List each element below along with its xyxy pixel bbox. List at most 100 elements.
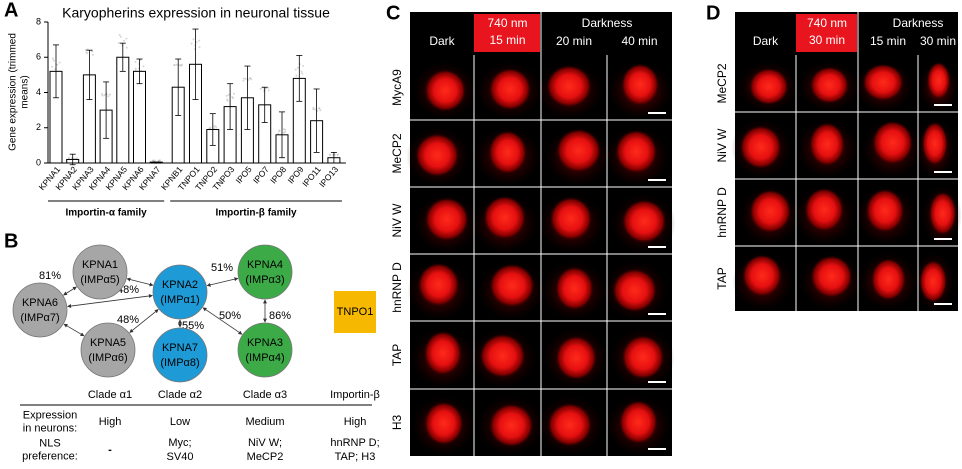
cell-image	[555, 266, 594, 310]
group-label: Importin-β family	[215, 208, 297, 219]
sample-dot	[86, 52, 89, 55]
row-label: MeCP2	[715, 63, 729, 103]
panel-label: A	[4, 0, 18, 21]
column-header: 40 min	[621, 34, 657, 48]
cell-image	[929, 191, 957, 235]
x-tick-label: IPO8	[268, 164, 288, 185]
node-sublabel: (IMPα1)	[160, 294, 199, 306]
cell-image	[555, 336, 597, 380]
sample-dot	[296, 66, 299, 69]
column-header: 30 min	[920, 34, 956, 48]
column-header: 15 min	[489, 33, 525, 47]
cell-image	[809, 122, 845, 166]
cell-image	[415, 133, 459, 177]
y-axis-label: Gene expression (trimmed	[8, 33, 19, 151]
sample-dot	[242, 79, 245, 82]
sample-dot	[212, 127, 215, 130]
sample-dot	[198, 39, 201, 42]
sample-dot	[117, 41, 120, 44]
cell-image	[489, 68, 531, 110]
sample-dot	[264, 87, 267, 90]
sample-dot	[125, 46, 128, 49]
column-header: Darkness	[893, 16, 944, 30]
sample-dot	[267, 86, 270, 89]
sample-dot	[190, 42, 193, 45]
clade-label: Clade α1	[88, 389, 132, 401]
cell-image	[810, 66, 849, 104]
sample-dot	[250, 78, 253, 81]
node-sublabel: (IMPα4)	[245, 352, 284, 364]
cell-image	[621, 63, 659, 106]
sample-dot	[179, 64, 182, 67]
panel-label: D	[706, 2, 720, 24]
edge	[126, 277, 154, 287]
sample-dot	[277, 132, 280, 135]
node	[152, 327, 208, 383]
cell-image	[810, 255, 853, 298]
sample-dot	[301, 72, 304, 75]
column-header: 740 nm	[487, 16, 527, 30]
sample-dot	[209, 126, 212, 129]
x-tick-label: IPO7	[251, 164, 271, 185]
box	[334, 291, 376, 333]
cell-image	[615, 130, 657, 173]
sample-dot	[244, 77, 247, 80]
row-label: hnRNP D	[390, 262, 404, 313]
sample-dot	[134, 60, 137, 63]
cell-image	[556, 129, 601, 172]
cell-image	[418, 263, 460, 306]
sample-dot	[125, 37, 128, 40]
edge	[202, 307, 243, 335]
row-header: preference:	[22, 450, 78, 462]
sample-dot	[192, 38, 195, 41]
node-label: KPNA6	[22, 297, 58, 309]
sample-dot	[317, 107, 320, 110]
table-cell: NiV W;	[248, 437, 282, 449]
sample-dot	[198, 46, 201, 49]
sample-dot	[248, 77, 251, 80]
cell-image	[622, 335, 664, 380]
sample-dot	[123, 39, 126, 42]
cell-image	[550, 197, 592, 240]
cell-image	[425, 197, 469, 241]
sample-dot	[319, 109, 322, 112]
sample-dot	[284, 130, 287, 133]
sample-dot	[101, 93, 104, 96]
row-label: hnRNP D	[715, 187, 729, 238]
table-cell: MeCP2	[247, 451, 284, 463]
column-header: Dark	[753, 34, 779, 48]
light-highlight	[474, 14, 540, 52]
node-label: KPNA5	[90, 337, 126, 349]
sample-dot	[119, 35, 122, 38]
table-cell: High	[99, 416, 122, 428]
sample-dot	[282, 128, 285, 131]
y-tick-label: 2	[36, 122, 41, 132]
table-cell: SV40	[167, 451, 194, 463]
sample-dot	[152, 159, 155, 162]
sample-dot	[51, 65, 54, 68]
edge	[129, 309, 159, 333]
cell-image	[619, 400, 658, 444]
edge-label: 50%	[219, 310, 241, 322]
sample-dot	[101, 94, 104, 97]
sample-dot	[118, 33, 121, 36]
cell-image	[749, 68, 789, 105]
sample-dot	[300, 70, 303, 73]
node-label: KPNA7	[162, 342, 198, 354]
sample-dot	[278, 129, 281, 132]
y-tick-label: 6	[36, 52, 41, 62]
column-header: Darkness	[582, 16, 633, 30]
sample-dot	[295, 74, 298, 77]
node-label: KPNA1	[82, 259, 118, 271]
row-label: NiV W	[715, 128, 729, 163]
bar	[116, 56, 130, 164]
y-axis-label: means)	[20, 75, 31, 108]
edge	[206, 277, 239, 287]
table-cell: hnRNP D;	[330, 437, 379, 449]
sample-dot	[213, 124, 216, 127]
cell-image	[740, 125, 782, 169]
node-sublabel: (IMPα6)	[88, 352, 127, 364]
sample-dot	[108, 93, 111, 96]
row-label: MeCP2	[390, 133, 404, 173]
